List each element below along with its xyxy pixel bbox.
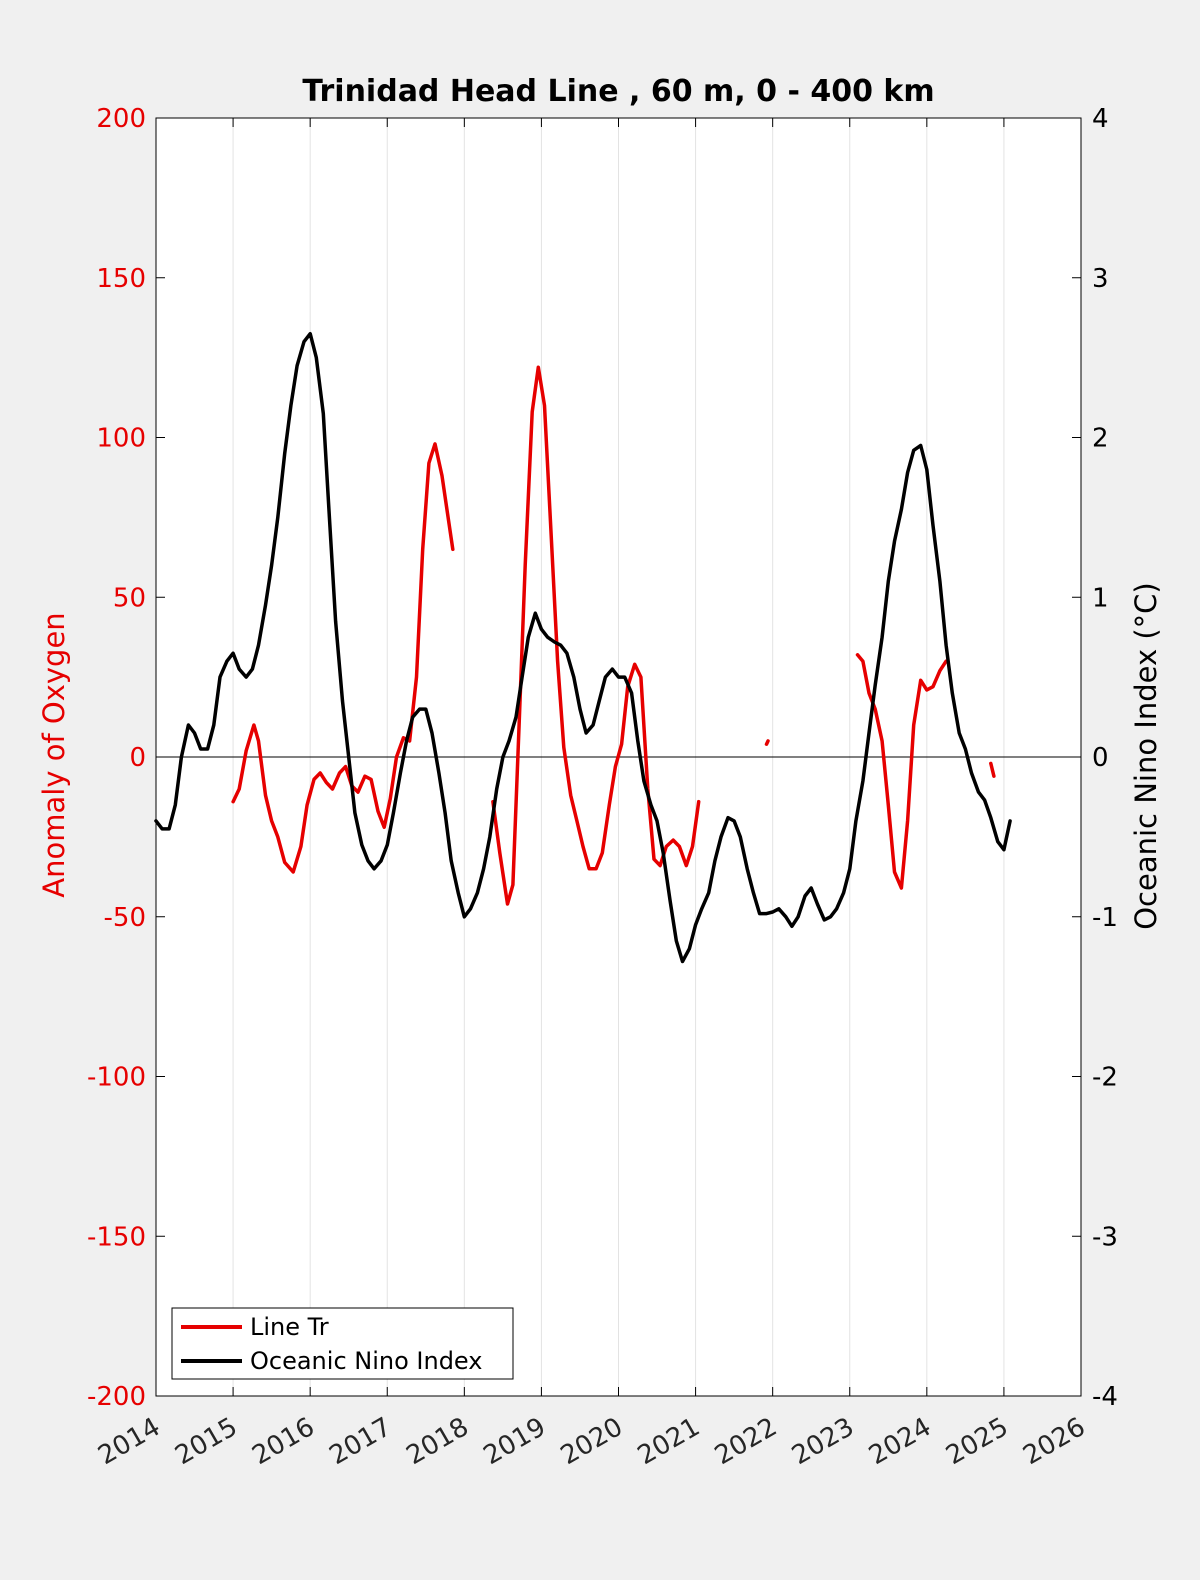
- y-left-axis-label: Anomaly of Oxygen: [37, 612, 71, 897]
- series-line-tr-segment-0: [231, 442, 455, 874]
- y-left-tick-label-0: 0: [129, 743, 146, 773]
- x-tick-label-2022: 2022: [710, 1412, 782, 1471]
- series-oceanic-nino-index-segment-0: [154, 331, 1012, 964]
- x-tick-label-2019: 2019: [479, 1412, 551, 1471]
- y-right-tick-label-4: -4: [1092, 1382, 1118, 1412]
- x-tick-label-2016: 2016: [247, 1412, 319, 1471]
- y-right-tick-label-3: 3: [1092, 264, 1109, 294]
- series-line-tr-segment-4: [989, 761, 996, 778]
- legend: Line Tr Oceanic Nino Index: [171, 1307, 514, 1380]
- x-tick-label-2026: 2026: [1018, 1412, 1090, 1471]
- y-right-tick-label-2: -2: [1092, 1063, 1118, 1093]
- y-left-tick-label-200: -200: [87, 1382, 146, 1412]
- y-left-tick-label-150: 150: [96, 264, 146, 294]
- y-left-tick-label-50: 50: [113, 583, 146, 613]
- x-tick-label-2024: 2024: [864, 1412, 936, 1471]
- legend-label-oceanic-nino-index: Oceanic Nino Index: [250, 1347, 482, 1375]
- x-tick-label-2023: 2023: [787, 1412, 859, 1471]
- y-right-axis-label: Oceanic Nino Index (°C): [1129, 582, 1163, 930]
- y-right-tick-label-1: -1: [1092, 903, 1118, 933]
- y-left-tick-label-50: -50: [104, 903, 146, 933]
- y-right-tick-label-2: 2: [1092, 424, 1109, 454]
- y-right-tick-label-4: 4: [1092, 104, 1109, 134]
- series-line-tr-segment-3: [855, 653, 948, 890]
- y-left-tick-label-100: 100: [96, 424, 146, 454]
- y-left-tick-label-200: 200: [96, 104, 146, 134]
- series-line-tr-segment-2: [764, 739, 770, 746]
- chart-title: Trinidad Head Line , 60 m, 0 - 400 km: [302, 74, 934, 109]
- x-tick-label-2018: 2018: [402, 1412, 474, 1471]
- x-tick-label-2017: 2017: [324, 1412, 396, 1471]
- axes: 2014 2015 2016 2017 2018 2019 2020 2021 2022 2023…: [87, 104, 1118, 1471]
- y-right-tick-label-1: 1: [1092, 583, 1109, 613]
- x-tick-label-2015: 2015: [170, 1412, 242, 1471]
- y-left-tick-label-150: -150: [87, 1222, 146, 1252]
- x-tick-label-2020: 2020: [556, 1412, 628, 1471]
- x-tick-label-2014: 2014: [93, 1412, 165, 1471]
- legend-box: [171, 1307, 514, 1380]
- x-tick-label-2025: 2025: [941, 1412, 1013, 1471]
- y-left-tick-label-100: -100: [87, 1063, 146, 1093]
- y-right-tick-label-0: 0: [1092, 743, 1109, 773]
- series-layer: [154, 331, 1012, 964]
- x-tick-label-2021: 2021: [633, 1412, 705, 1471]
- legend-label-line-tr: Line Tr: [250, 1313, 329, 1341]
- y-right-tick-label-3: -3: [1092, 1222, 1118, 1252]
